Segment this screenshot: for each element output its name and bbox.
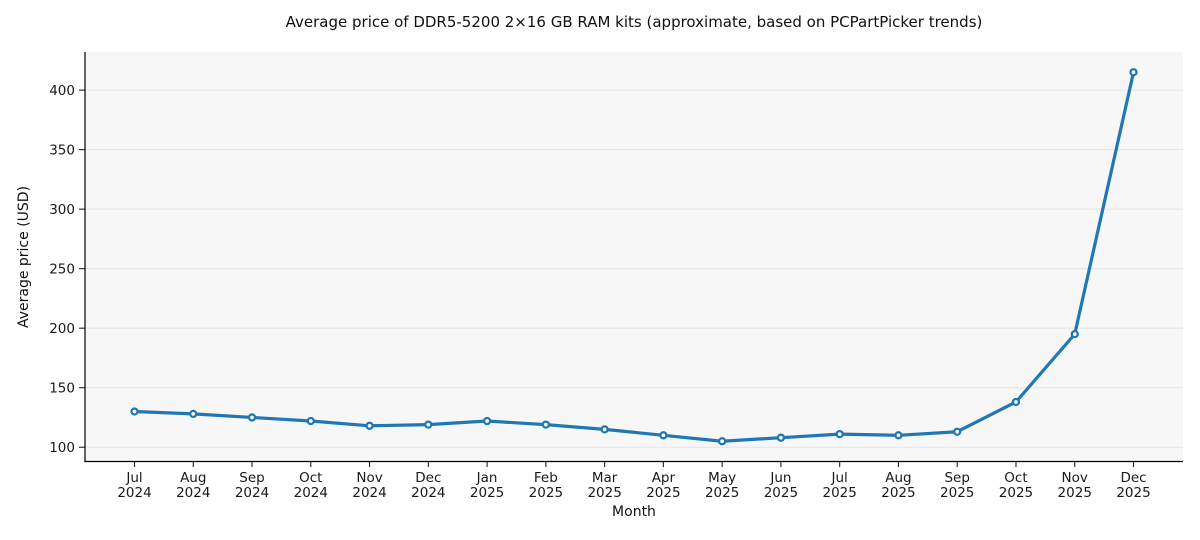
- data-point-marker: [365, 421, 374, 430]
- x-tick-label: Dec 2025: [1116, 470, 1150, 501]
- y-tick-label: 100: [49, 440, 75, 456]
- x-tick-label: Mar 2025: [587, 470, 621, 501]
- data-point-marker: [541, 420, 551, 429]
- x-tick-label: Jun 2025: [764, 470, 798, 501]
- x-tick-label: Jul 2024: [117, 470, 151, 501]
- data-point-marker: [600, 425, 609, 434]
- data-point-marker: [659, 431, 668, 440]
- x-tick-label: Jul 2025: [822, 470, 856, 501]
- x-tick-label: Apr 2025: [646, 470, 680, 501]
- data-point-marker: [1070, 329, 1079, 339]
- chart-title: Average price of DDR5-5200 2×16 GB RAM k…: [285, 13, 983, 31]
- x-tick-label: Aug 2024: [176, 470, 210, 501]
- y-tick-label: 200: [49, 321, 75, 337]
- data-point-marker: [306, 416, 315, 426]
- data-point-marker: [1011, 397, 1021, 407]
- y-tick-label: 150: [49, 381, 75, 397]
- data-point-marker: [247, 413, 257, 422]
- y-tick-label: 400: [49, 83, 75, 99]
- y-tick-label: 250: [49, 262, 75, 278]
- data-point-marker: [1129, 68, 1138, 77]
- data-point-marker: [717, 437, 727, 446]
- data-point-marker: [776, 433, 786, 442]
- data-point-marker: [953, 427, 962, 436]
- x-tick-label: Aug 2025: [881, 470, 915, 501]
- x-tick-label: Nov 2025: [1058, 470, 1092, 501]
- y-tick-label: 300: [49, 202, 75, 218]
- x-tick-label: Oct 2025: [999, 470, 1033, 501]
- plot-area: [85, 52, 1183, 462]
- data-point-marker: [894, 431, 903, 440]
- price-line: [132, 70, 1136, 443]
- y-tick-label: 350: [49, 143, 75, 159]
- data-point-marker: [482, 416, 492, 426]
- data-point-marker: [130, 407, 139, 416]
- x-axis-label: Month: [612, 504, 656, 520]
- data-point-marker: [835, 429, 844, 439]
- x-tick-label: Oct 2024: [294, 470, 328, 501]
- x-tick-label: Sep 2024: [235, 470, 269, 501]
- x-tick-label: Sep 2025: [940, 470, 974, 501]
- x-tick-label: Dec 2024: [411, 470, 445, 501]
- x-tick-label: Nov 2024: [352, 470, 386, 501]
- x-tick-label: Feb 2025: [529, 470, 563, 501]
- x-tick-label: May 2025: [705, 470, 739, 501]
- x-tick-label: Jan 2025: [470, 470, 504, 501]
- data-point-marker: [189, 409, 198, 419]
- data-point-marker: [424, 420, 433, 429]
